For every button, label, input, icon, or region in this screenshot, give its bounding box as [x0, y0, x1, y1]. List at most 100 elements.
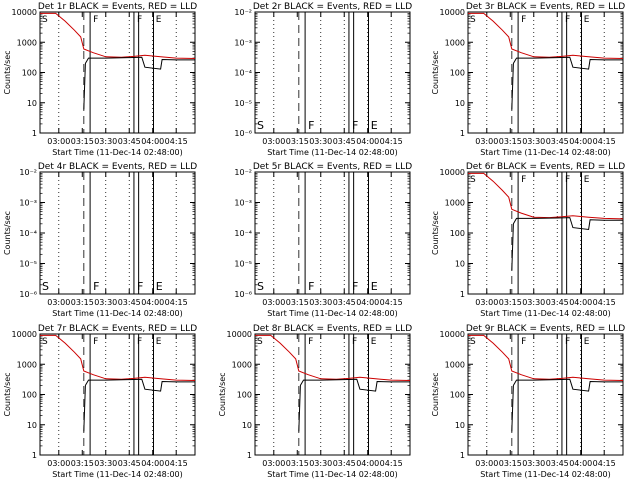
segment-marker: F [137, 15, 142, 25]
y-tick-label: 10⁻² [19, 168, 37, 177]
events-line [511, 217, 623, 271]
segment-marker: S [42, 337, 48, 347]
x-tick-label: 04:15 [165, 459, 188, 468]
detector-panel: Det 5r BLACK = Events, RED = LLD 10⁻⁶ 10⁻⁵… [234, 162, 412, 318]
segment-marker: F [352, 119, 358, 132]
x-tick-label: 03:45 [546, 137, 569, 146]
x-tick-label: 03:15 [499, 137, 522, 146]
y-tick-label: 100 [22, 391, 37, 400]
detector-panel: Det 3r BLACK = Events, RED = LLD 1 10 100 10… [431, 2, 625, 157]
x-tick-label: 04:00 [569, 459, 592, 468]
x-tick-label: 04:00 [141, 298, 164, 307]
segment-marker: E [584, 15, 590, 25]
panel-title: Det 1r BLACK = Events, RED = LLD [38, 2, 197, 12]
y-axis-label: Counts/sec [431, 372, 440, 416]
y-tick-label: 1000 [17, 360, 37, 369]
x-tick-label: 03:15 [286, 298, 309, 307]
y-tick-label: 10000 [440, 330, 465, 339]
panel-title: Det 9r BLACK = Events, RED = LLD [466, 324, 625, 334]
detector-panel: Det 1r BLACK = Events, RED = LLD 1 10 100 10… [3, 2, 197, 157]
x-tick-label: 03:30 [522, 298, 545, 307]
y-tick-label: 1000 [17, 38, 37, 47]
y-tick-label: 10⁻² [234, 168, 252, 177]
y-tick-label: 10000 [440, 168, 465, 177]
y-tick-label: 10⁻⁴ [19, 229, 37, 238]
y-axis-label: Counts/sec [3, 211, 12, 255]
segment-marker: E [584, 337, 590, 347]
x-axis-label: Start Time (11-Dec-14 02:48:00) [52, 148, 183, 157]
segment-marker: F [308, 337, 313, 347]
detector-panel: Det 9r BLACK = Events, RED = LLD 1 10 100 10… [431, 324, 625, 479]
x-tick-label: 03:00 [475, 137, 498, 146]
segment-marker: S [470, 175, 476, 185]
segment-marker: F [565, 15, 570, 25]
detector-panel: Det 6r BLACK = Events, RED = LLD 1 10 100 10… [431, 162, 625, 318]
panel-title: Det 4r BLACK = Events, RED = LLD [38, 162, 197, 172]
segment-marker: F [308, 119, 314, 132]
y-tick-label: 10⁻⁴ [234, 69, 252, 78]
y-tick-label: 1000 [445, 360, 465, 369]
y-tick-label: 10000 [440, 8, 465, 17]
x-tick-label: 03:00 [475, 459, 498, 468]
x-tick-label: 03:15 [71, 459, 94, 468]
y-tick-label: 10⁻² [234, 8, 252, 17]
y-tick-label: 1 [32, 451, 37, 460]
segment-marker: S [257, 337, 263, 347]
x-axis-label: Start Time (11-Dec-14 02:48:00) [480, 309, 611, 318]
x-tick-label: 03:45 [333, 459, 356, 468]
x-tick-label: 04:00 [569, 137, 592, 146]
x-tick-label: 03:00 [262, 459, 285, 468]
x-tick-label: 04:00 [569, 298, 592, 307]
y-axis-label: Counts/sec [431, 50, 440, 94]
x-tick-label: 03:30 [522, 137, 545, 146]
x-tick-label: 03:30 [94, 137, 117, 146]
x-axis-label: Start Time (11-Dec-14 02:48:00) [267, 470, 398, 479]
segment-marker: F [565, 337, 570, 347]
x-tick-label: 03:45 [333, 298, 356, 307]
y-tick-label: 10⁻⁶ [234, 129, 252, 138]
x-tick-label: 04:00 [141, 137, 164, 146]
segment-marker: F [352, 280, 358, 293]
x-tick-label: 04:15 [593, 137, 616, 146]
segment-marker: E [584, 175, 590, 185]
x-tick-label: 04:00 [141, 459, 164, 468]
segment-marker: E [156, 15, 162, 25]
x-tick-label: 04:15 [165, 137, 188, 146]
y-tick-label: 100 [450, 69, 465, 78]
y-axis-label: Counts/sec [431, 211, 440, 255]
events-line [83, 56, 195, 110]
x-tick-label: 03:00 [262, 137, 285, 146]
x-tick-label: 04:00 [356, 459, 379, 468]
x-tick-label: 03:30 [94, 298, 117, 307]
events-line [83, 378, 195, 432]
x-tick-label: 03:15 [286, 137, 309, 146]
x-tick-label: 03:15 [71, 298, 94, 307]
y-axis-label: Counts/sec [3, 50, 12, 94]
y-tick-label: 100 [22, 69, 37, 78]
x-axis-label: Start Time (11-Dec-14 02:48:00) [52, 309, 183, 318]
y-tick-label: 10 [455, 421, 465, 430]
segment-marker: F [521, 15, 526, 25]
x-tick-label: 03:15 [71, 137, 94, 146]
y-tick-label: 10 [27, 99, 37, 108]
lld-line [40, 12, 196, 59]
y-tick-label: 10⁻⁶ [234, 290, 252, 299]
segment-marker: S [257, 119, 264, 132]
x-tick-label: 03:15 [499, 298, 522, 307]
x-tick-label: 03:45 [118, 459, 141, 468]
segment-marker: S [42, 280, 49, 293]
x-axis-label: Start Time (11-Dec-14 02:48:00) [52, 470, 183, 479]
panel-title: Det 3r BLACK = Events, RED = LLD [466, 2, 625, 12]
x-tick-label: 04:00 [356, 298, 379, 307]
lld-line [468, 334, 624, 381]
segment-marker: F [352, 337, 357, 347]
x-tick-label: 04:15 [380, 459, 403, 468]
x-tick-label: 03:00 [47, 298, 70, 307]
x-tick-label: 04:15 [380, 137, 403, 146]
x-tick-label: 03:00 [47, 137, 70, 146]
y-tick-label: 100 [450, 229, 465, 238]
segment-marker: S [470, 337, 476, 347]
panel-title: Det 6r BLACK = Events, RED = LLD [466, 162, 625, 172]
x-tick-label: 03:30 [309, 298, 332, 307]
segment-marker: F [137, 280, 143, 293]
